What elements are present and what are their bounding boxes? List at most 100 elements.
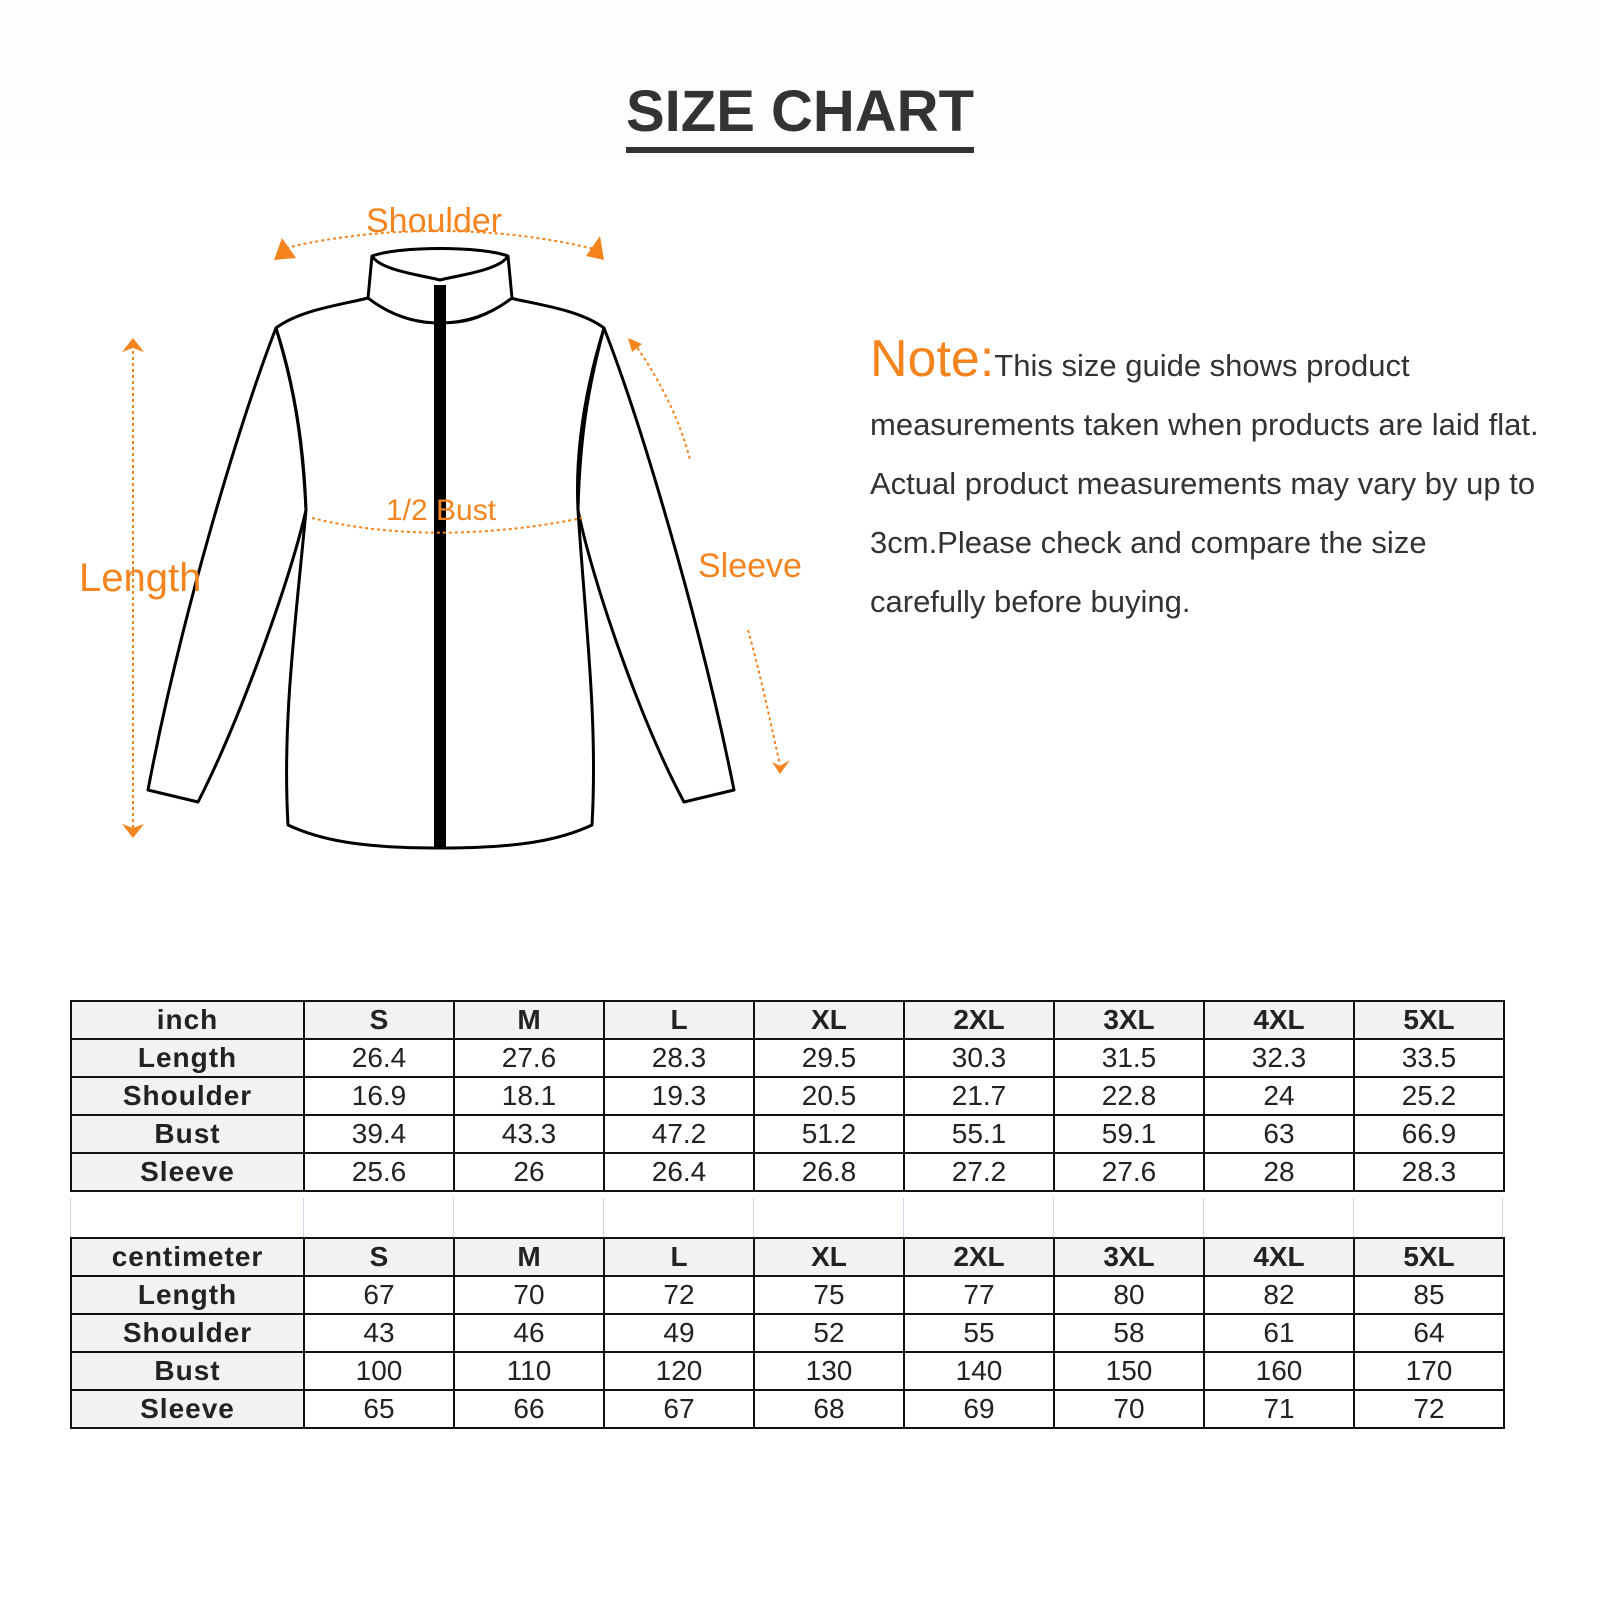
measurement-cell: 75 <box>753 1275 905 1315</box>
measurement-cell: 150 <box>1053 1351 1205 1391</box>
measurement-cell: 51.2 <box>753 1114 905 1154</box>
measurement-cell: 26.4 <box>303 1038 455 1078</box>
spacer-gridline <box>1053 1198 1054 1238</box>
measurement-cell: 20.5 <box>753 1076 905 1116</box>
measurement-cell: 69 <box>903 1389 1055 1429</box>
size-header: L <box>603 1000 755 1040</box>
table-header-row: centimeter S M L XL 2XL 3XL 4XL 5XL <box>70 1237 1505 1277</box>
measurement-cell: 32.3 <box>1203 1038 1355 1078</box>
measurement-cell: 21.7 <box>903 1076 1055 1116</box>
measurement-cell: 61 <box>1203 1313 1355 1353</box>
row-label: Bust <box>70 1351 305 1391</box>
measurement-cell: 26.8 <box>753 1152 905 1192</box>
measurement-cell: 170 <box>1353 1351 1505 1391</box>
measurement-cell: 18.1 <box>453 1076 605 1116</box>
measurement-cell: 100 <box>303 1351 455 1391</box>
jacket-zipper <box>434 285 446 848</box>
jacket-right-sleeve <box>576 326 736 804</box>
measurement-cell: 160 <box>1203 1351 1355 1391</box>
size-header: 2XL <box>903 1000 1055 1040</box>
measurement-cell: 52 <box>753 1313 905 1353</box>
length-arrow-up-icon <box>122 338 144 352</box>
measurement-cell: 28.3 <box>603 1038 755 1078</box>
measurement-cell: 31.5 <box>1053 1038 1205 1078</box>
measurement-cell: 25.2 <box>1353 1076 1505 1116</box>
measurement-cell: 64 <box>1353 1313 1505 1353</box>
table-row: Bust 39.4 43.3 47.2 51.2 55.1 59.1 63 66.9 <box>70 1114 1505 1154</box>
size-header: 5XL <box>1353 1237 1505 1277</box>
measurement-cell: 24 <box>1203 1076 1355 1116</box>
measurement-cell: 27.6 <box>453 1038 605 1078</box>
row-label: Length <box>70 1275 305 1315</box>
measurement-cell: 55 <box>903 1313 1055 1353</box>
centimeter-size-table: centimeter S M L XL 2XL 3XL 4XL 5XL Length 67 70 72 7… <box>70 1237 1505 1429</box>
title-text: SIZE CHART <box>626 81 974 153</box>
shoulder-arrow-line <box>285 230 599 251</box>
measurement-cell: 46 <box>453 1313 605 1353</box>
measurement-cell: 59.1 <box>1053 1114 1205 1154</box>
spacer-gridline <box>70 1198 71 1238</box>
measurement-cell: 26 <box>453 1152 605 1192</box>
spacer-gridline <box>753 1198 754 1238</box>
measurement-cell: 66 <box>453 1389 605 1429</box>
row-label: Shoulder <box>70 1076 305 1116</box>
measurement-cell: 49 <box>603 1313 755 1353</box>
size-header: 3XL <box>1053 1000 1205 1040</box>
measurement-cell: 43 <box>303 1313 455 1353</box>
row-label: Sleeve <box>70 1152 305 1192</box>
measurement-cell: 19.3 <box>603 1076 755 1116</box>
bust-label: 1/2 Bust <box>386 494 497 527</box>
spacer-gridline <box>1203 1198 1204 1238</box>
measurement-cell: 130 <box>753 1351 905 1391</box>
measurement-cell: 72 <box>1353 1389 1505 1429</box>
bust-arrow-line <box>311 517 583 534</box>
spacer-gridline <box>603 1198 604 1238</box>
measurement-cell: 16.9 <box>303 1076 455 1116</box>
length-arrow-down-icon <box>122 824 144 838</box>
measurement-cell: 30.3 <box>903 1038 1055 1078</box>
table-header-row: inch S M L XL 2XL 3XL 4XL 5XL <box>70 1000 1505 1040</box>
size-header: 2XL <box>903 1237 1055 1277</box>
measurement-cell: 28 <box>1203 1152 1355 1192</box>
page-title: SIZE CHART <box>0 78 1600 153</box>
note-text: This size guide shows product measuremen… <box>870 348 1539 619</box>
sleeve-arrow-down-icon <box>772 760 790 774</box>
measurement-cell: 28.3 <box>1353 1152 1505 1192</box>
sleeve-arrow-line-bottom <box>747 629 781 766</box>
size-header: 4XL <box>1203 1000 1355 1040</box>
jacket-diagram <box>122 230 790 850</box>
length-label: Length <box>79 556 202 600</box>
note: Note:This size guide shows product measu… <box>870 330 1550 631</box>
measurement-cell: 39.4 <box>303 1114 455 1154</box>
table-row: Sleeve 65 66 67 68 69 70 71 72 <box>70 1389 1505 1429</box>
size-header: S <box>303 1237 455 1277</box>
table-spacer <box>70 1198 1503 1238</box>
measurement-cell: 82 <box>1203 1275 1355 1315</box>
size-header: 4XL <box>1203 1237 1355 1277</box>
measurement-cell: 66.9 <box>1353 1114 1505 1154</box>
unit-header: centimeter <box>70 1237 305 1277</box>
size-header: XL <box>753 1237 905 1277</box>
sleeve-arrow-line-top <box>633 342 691 461</box>
note-heading: Note: <box>870 330 995 388</box>
size-header: 3XL <box>1053 1237 1205 1277</box>
sleeve-label: Sleeve <box>698 547 802 585</box>
measurement-cell: 70 <box>1053 1389 1205 1429</box>
spacer-gridline <box>1502 1198 1503 1238</box>
measurement-cell: 77 <box>903 1275 1055 1315</box>
table-row: Length 26.4 27.6 28.3 29.5 30.3 31.5 32.3 33.5 <box>70 1038 1505 1078</box>
inch-size-table: inch S M L XL 2XL 3XL 4XL 5XL Length 26.4 27.6 28.3 2… <box>70 1000 1505 1192</box>
shoulder-label: Shoulder <box>366 202 503 240</box>
row-label: Shoulder <box>70 1313 305 1353</box>
size-header: XL <box>753 1000 905 1040</box>
measurement-cell: 58 <box>1053 1313 1205 1353</box>
measurement-cell: 25.6 <box>303 1152 455 1192</box>
table-row: Shoulder 43 46 49 52 55 58 61 64 <box>70 1313 1505 1353</box>
row-label: Length <box>70 1038 305 1078</box>
spacer-gridline <box>303 1198 304 1238</box>
measurement-cell: 85 <box>1353 1275 1505 1315</box>
measurement-cell: 110 <box>453 1351 605 1391</box>
measurement-cell: 71 <box>1203 1389 1355 1429</box>
spacer-gridline <box>453 1198 454 1238</box>
